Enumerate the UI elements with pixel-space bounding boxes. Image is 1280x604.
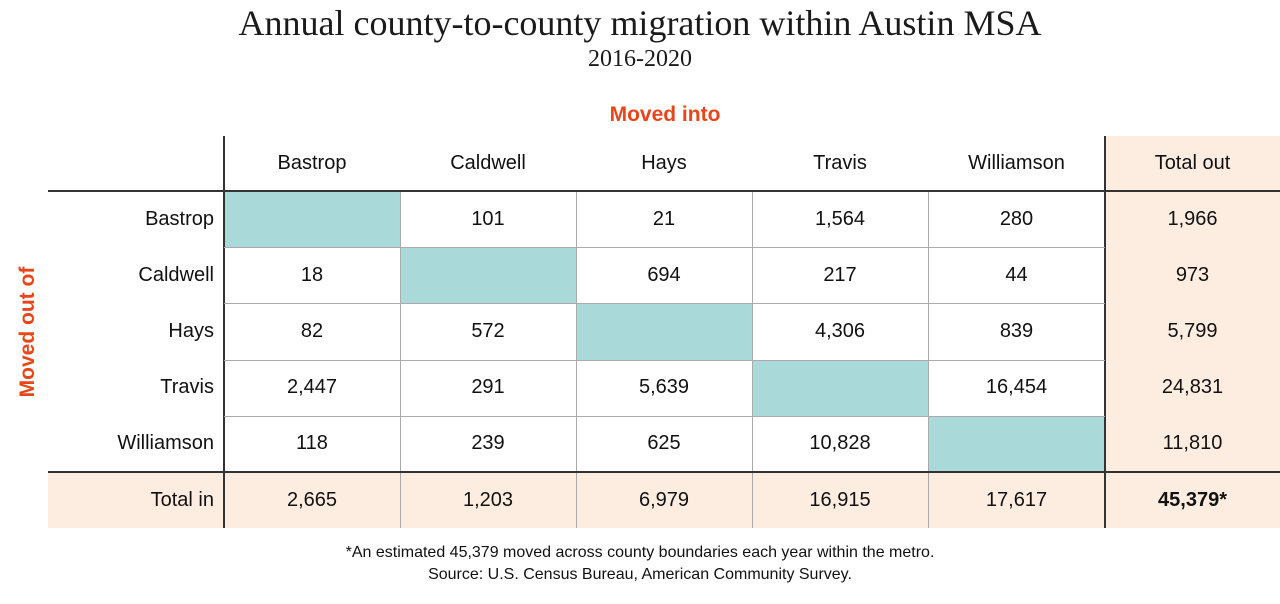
diagonal-cell (576, 303, 752, 360)
table-cell: 1,564 (814, 207, 866, 230)
table-cell: 572 (471, 319, 505, 342)
column-header-total-out: Total out (1105, 136, 1280, 191)
header-divider (48, 190, 1280, 192)
footnote: *An estimated 45,379 moved across county… (345, 544, 935, 561)
row-header-caldwell: Caldwell (138, 263, 214, 286)
column-header-bastrop: Bastrop (277, 152, 347, 174)
table-cell: 5,639 (638, 376, 690, 399)
row-header-hays: Hays (168, 319, 214, 342)
row-header-total-in: Total in (48, 472, 224, 529)
table-cell: 82 (300, 319, 324, 342)
chart-subtitle: 2016-2020 (588, 46, 692, 72)
table-cell: 44 (1005, 263, 1028, 286)
diagonal-cell (928, 415, 1105, 472)
row-label-divider (223, 136, 225, 529)
table-cell: 6,979 (576, 472, 752, 529)
diagonal-cell (224, 191, 400, 248)
table-cell: 239 (471, 432, 505, 455)
column-axis-label: Moved into (609, 103, 721, 126)
table-cell: 625 (647, 432, 681, 455)
table-cell: 24,831 (1105, 359, 1280, 416)
table-cell: 5,799 (1105, 303, 1280, 360)
table-cell: 4,306 (814, 319, 866, 342)
table-cell: 11,810 (1105, 415, 1280, 472)
table-cell: 839 (999, 319, 1034, 342)
table-cell: 101 (471, 207, 505, 230)
table-cell: 21 (652, 207, 676, 230)
column-header-caldwell: Caldwell (450, 152, 526, 174)
table-cell: 291 (471, 376, 505, 399)
table-cell: 280 (999, 207, 1034, 230)
total-column-divider (1104, 136, 1106, 529)
column-divider (752, 191, 753, 529)
table-cell: 1,203 (400, 472, 576, 529)
column-header-travis: Travis (813, 152, 867, 174)
table-cell: 973 (1105, 247, 1280, 304)
source-note: Source: U.S. Census Bureau, American Com… (428, 566, 852, 583)
column-divider (928, 191, 929, 529)
table-cell: 217 (823, 263, 857, 286)
column-header-hays: Hays (641, 152, 687, 174)
row-header-williamson: Williamson (117, 432, 214, 455)
table-cell: 16,454 (985, 376, 1048, 399)
row-header-bastrop: Bastrop (145, 207, 214, 230)
column-header-williamson: Williamson (968, 152, 1065, 174)
row-divider (224, 360, 1105, 361)
diagonal-cell (400, 247, 576, 304)
table-cell: 18 (300, 263, 324, 286)
table-cell: 694 (647, 263, 681, 286)
table-cell: 17,617 (928, 472, 1105, 529)
footnote-block: *An estimated 45,379 moved across county… (0, 542, 1280, 586)
table-cell: 16,915 (752, 472, 928, 529)
table-cell: 10,828 (809, 432, 871, 455)
row-divider (224, 416, 1105, 417)
column-divider (400, 191, 401, 529)
diagonal-cell (752, 359, 928, 416)
column-divider (576, 191, 577, 529)
row-divider (224, 247, 1105, 248)
chart-title: Annual county-to-county migration within… (238, 3, 1042, 43)
table-cell: 2,447 (286, 376, 338, 399)
table-cell: 118 (296, 432, 328, 455)
totals-divider (48, 471, 1280, 473)
table-cell: 45,379* (1105, 472, 1280, 529)
row-divider (224, 303, 1105, 304)
row-header-travis: Travis (160, 376, 214, 399)
table-cell: 2,665 (224, 472, 400, 529)
table-cell: 1,966 (1105, 191, 1280, 248)
